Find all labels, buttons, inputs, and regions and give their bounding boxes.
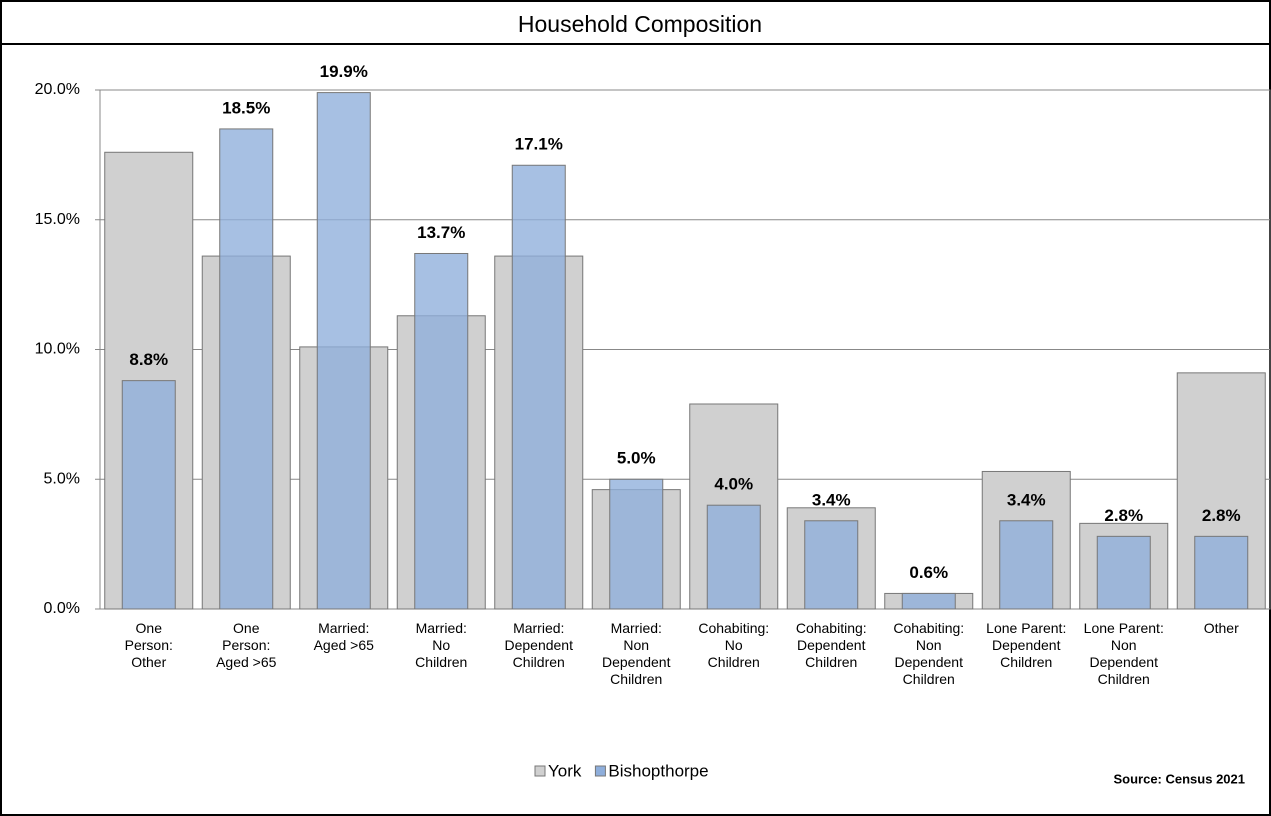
bar [901,592,956,610]
value-label: 5.0% [617,449,656,468]
x-tick-label: Married: Aged >65 [314,620,375,653]
x-tick-label: Married: Non Dependent Children [602,620,671,687]
bar [219,128,274,610]
legend-swatch [594,765,606,777]
value-label: 0.6% [909,563,948,582]
x-tick-label: Married: No Children [415,620,467,670]
bar [511,164,566,610]
y-tick-label: 5.0% [44,470,80,487]
source: Source: Census 2021 [1113,771,1245,786]
value-label: 19.9% [320,62,368,81]
x-tick-label: Other [1204,620,1239,636]
value-label: 13.7% [417,223,465,242]
value-label: 3.4% [812,490,851,509]
chart-title: Household Composition [518,11,762,37]
bar [1096,535,1151,610]
y-tick-label: 0.0% [44,600,80,617]
value-label: 18.5% [222,98,270,117]
value-label: 17.1% [515,135,563,154]
x-tick-label: Married: Dependent Children [504,620,573,670]
bar [316,92,371,610]
value-label: 2.8% [1202,506,1241,525]
bar [706,504,761,610]
value-label: 8.8% [129,350,168,369]
legend-label: Bishopthorpe [608,761,708,780]
x-tick-label: Lone Parent: Dependent Children [986,620,1066,670]
y-tick-label: 15.0% [35,211,80,228]
legend-label: York [548,761,582,780]
y-tick-label: 10.0% [35,341,80,358]
x-tick-label: Lone Parent: Non Dependent Children [1084,620,1164,687]
x-tick-label: Cohabiting: Dependent Children [796,620,867,670]
bar [1194,535,1249,610]
value-label: 4.0% [714,475,753,494]
y-tick-label: 20.0% [35,81,80,98]
bar [609,478,664,610]
value-label: 3.4% [1007,490,1046,509]
bar [414,252,469,610]
legend-swatch [534,765,546,777]
x-tick-label: One Person: Aged >65 [216,620,277,670]
x-tick-label: Cohabiting: Non Dependent Children [893,620,964,687]
x-tick-label: One Person: Other [125,620,173,670]
x-tick-label: Cohabiting: No Children [698,620,769,670]
bar [121,380,176,610]
bar [999,520,1054,610]
value-label: 2.8% [1104,506,1143,525]
bar [804,520,859,610]
